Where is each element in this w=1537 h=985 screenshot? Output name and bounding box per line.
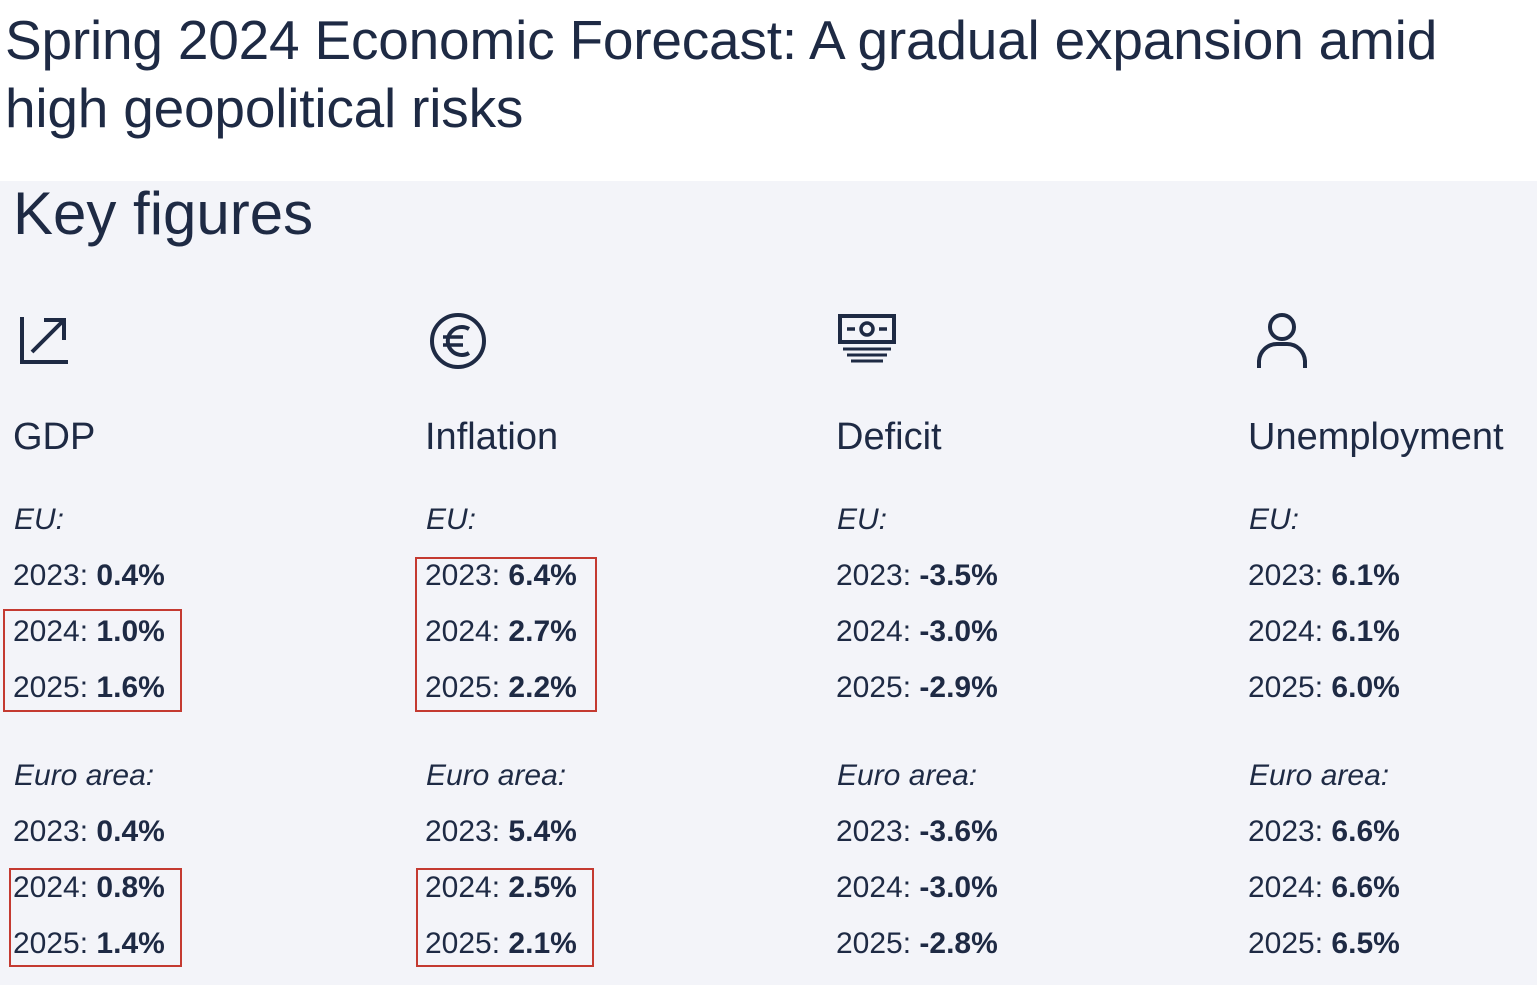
value-row: 2025: 6.5% — [1248, 927, 1400, 960]
indicator-deficit: Deficit EU: 2023: -3.5% 2024: -3.0% 2025… — [836, 181, 1236, 985]
indicator-title: GDP — [13, 416, 96, 458]
value-row: 2024: 6.6% — [1248, 871, 1400, 904]
region-label-eu: EU: — [837, 503, 888, 536]
region-label-euro-area: Euro area: — [1249, 759, 1390, 792]
region-label-eu: EU: — [14, 503, 65, 536]
value-row: 2025: 6.0% — [1248, 671, 1400, 704]
value-row: 2023: -3.5% — [836, 559, 998, 592]
value-row: 2024: 2.5% — [425, 871, 577, 904]
value-row: 2023: 0.4% — [13, 815, 165, 848]
section-title: Key figures — [13, 180, 314, 247]
indicator-inflation: Inflation EU: 2023: 6.4% 2024: 2.7% 2025… — [425, 181, 825, 985]
value-row: 2025: 1.6% — [13, 671, 165, 704]
value-row: 2023: 5.4% — [425, 815, 577, 848]
value-row: 2024: 0.8% — [13, 871, 165, 904]
value-row: 2024: 1.0% — [13, 615, 165, 648]
person-icon — [1252, 311, 1322, 371]
value-row: 2025: 2.1% — [425, 927, 577, 960]
indicator-title: Deficit — [836, 416, 942, 458]
region-label-euro-area: Euro area: — [837, 759, 978, 792]
value-row: 2023: 6.6% — [1248, 815, 1400, 848]
value-row: 2025: -2.9% — [836, 671, 998, 704]
region-label-euro-area: Euro area: — [426, 759, 567, 792]
value-row: 2025: 2.2% — [425, 671, 577, 704]
indicator-unemployment: Unemployment EU: 2023: 6.1% 2024: 6.1% 2… — [1248, 181, 1537, 985]
value-row: 2024: -3.0% — [836, 871, 998, 904]
value-row: 2025: -2.8% — [836, 927, 998, 960]
region-label-eu: EU: — [426, 503, 477, 536]
region-label-euro-area: Euro area: — [14, 759, 155, 792]
value-row: 2024: 6.1% — [1248, 615, 1400, 648]
value-row: 2023: 0.4% — [13, 559, 165, 592]
indicator-title: Unemployment — [1248, 416, 1504, 458]
banknote-icon — [837, 311, 907, 371]
indicator-title: Inflation — [425, 416, 559, 458]
page-header: Spring 2024 Economic Forecast: A gradual… — [0, 0, 1537, 181]
trend-arrow-icon — [18, 311, 88, 371]
key-figures-panel: Key figures GDP EU: 2023: 0.4% 2024: 1.0… — [0, 181, 1537, 985]
value-row: 2023: 6.4% — [425, 559, 577, 592]
region-label-eu: EU: — [1249, 503, 1300, 536]
euro-icon — [428, 311, 498, 371]
indicator-gdp: GDP EU: 2023: 0.4% 2024: 1.0% 2025: 1.6%… — [13, 181, 413, 985]
value-row: 2023: 6.1% — [1248, 559, 1400, 592]
page-title: Spring 2024 Economic Forecast: A gradual… — [5, 9, 1438, 139]
value-row: 2025: 1.4% — [13, 927, 165, 960]
value-row: 2023: -3.6% — [836, 815, 998, 848]
value-row: 2024: 2.7% — [425, 615, 577, 648]
value-row: 2024: -3.0% — [836, 615, 998, 648]
